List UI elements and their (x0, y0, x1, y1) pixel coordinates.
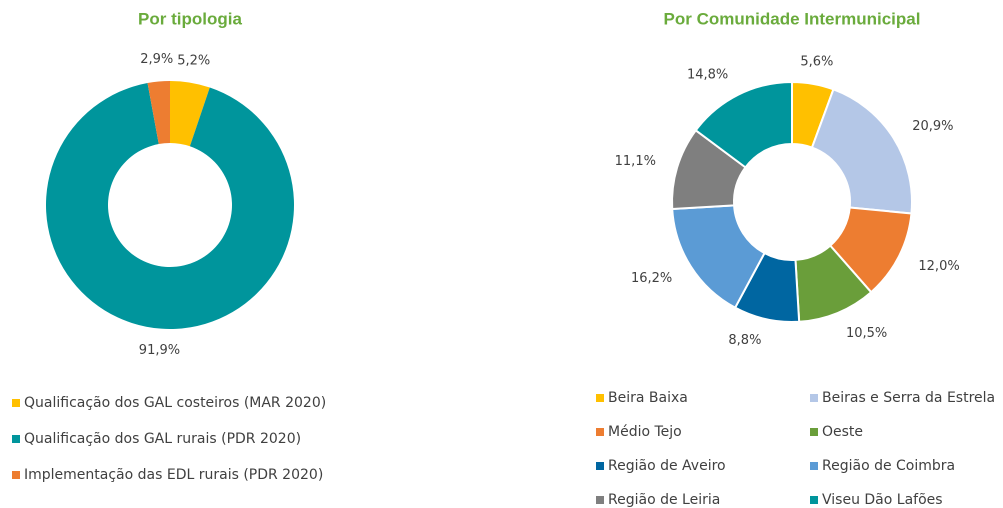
legend-label: Região de Aveiro (608, 458, 726, 474)
donut-slice (46, 83, 295, 329)
legend-label: Qualificação dos GAL costeiros (MAR 2020… (24, 395, 326, 411)
data-label: 10,5% (846, 326, 887, 341)
legend-swatch (12, 471, 20, 479)
chart-title: Por Comunidade Intermunicipal (664, 9, 921, 28)
legend-label: Viseu Dão Lafões (822, 492, 943, 508)
donut-slice (694, 80, 793, 169)
legend-swatch (810, 394, 818, 402)
data-label: 2,9% (140, 52, 173, 67)
legend-swatch (596, 496, 604, 504)
chart-title: Por tipologia (138, 9, 242, 28)
donut-slice (810, 88, 913, 215)
legend-label: Região de Coimbra (822, 458, 955, 474)
legend-label: Qualificação dos GAL rurais (PDR 2020) (24, 431, 301, 447)
donut-slice (170, 81, 210, 147)
legend-label: Oeste (822, 424, 863, 440)
legend-swatch (596, 394, 604, 402)
legend-label: Região de Leiria (608, 492, 720, 508)
legend-swatch (596, 428, 604, 436)
data-label: 5,6% (800, 55, 833, 70)
data-label: 8,8% (728, 333, 761, 348)
data-label: 12,0% (918, 259, 959, 274)
data-label: 91,9% (139, 343, 180, 358)
legend-swatch (12, 435, 20, 443)
legend-swatch (12, 399, 20, 407)
legend-label: Implementação das EDL rurais (PDR 2020) (24, 467, 323, 483)
data-label: 11,1% (615, 154, 656, 169)
legend-label: Beira Baixa (608, 390, 688, 406)
legend-swatch (810, 428, 818, 436)
data-label: 14,8% (687, 68, 728, 83)
legend-label: Beiras e Serra da Estrela (822, 390, 995, 406)
donut-slice (147, 81, 170, 145)
data-label: 16,2% (631, 271, 672, 286)
legend-swatch (596, 462, 604, 470)
legend-swatch (810, 496, 818, 504)
data-label: 5,2% (177, 53, 210, 68)
data-label: 20,9% (912, 119, 953, 134)
legend-label: Médio Tejo (608, 424, 682, 440)
legend-swatch (810, 462, 818, 470)
